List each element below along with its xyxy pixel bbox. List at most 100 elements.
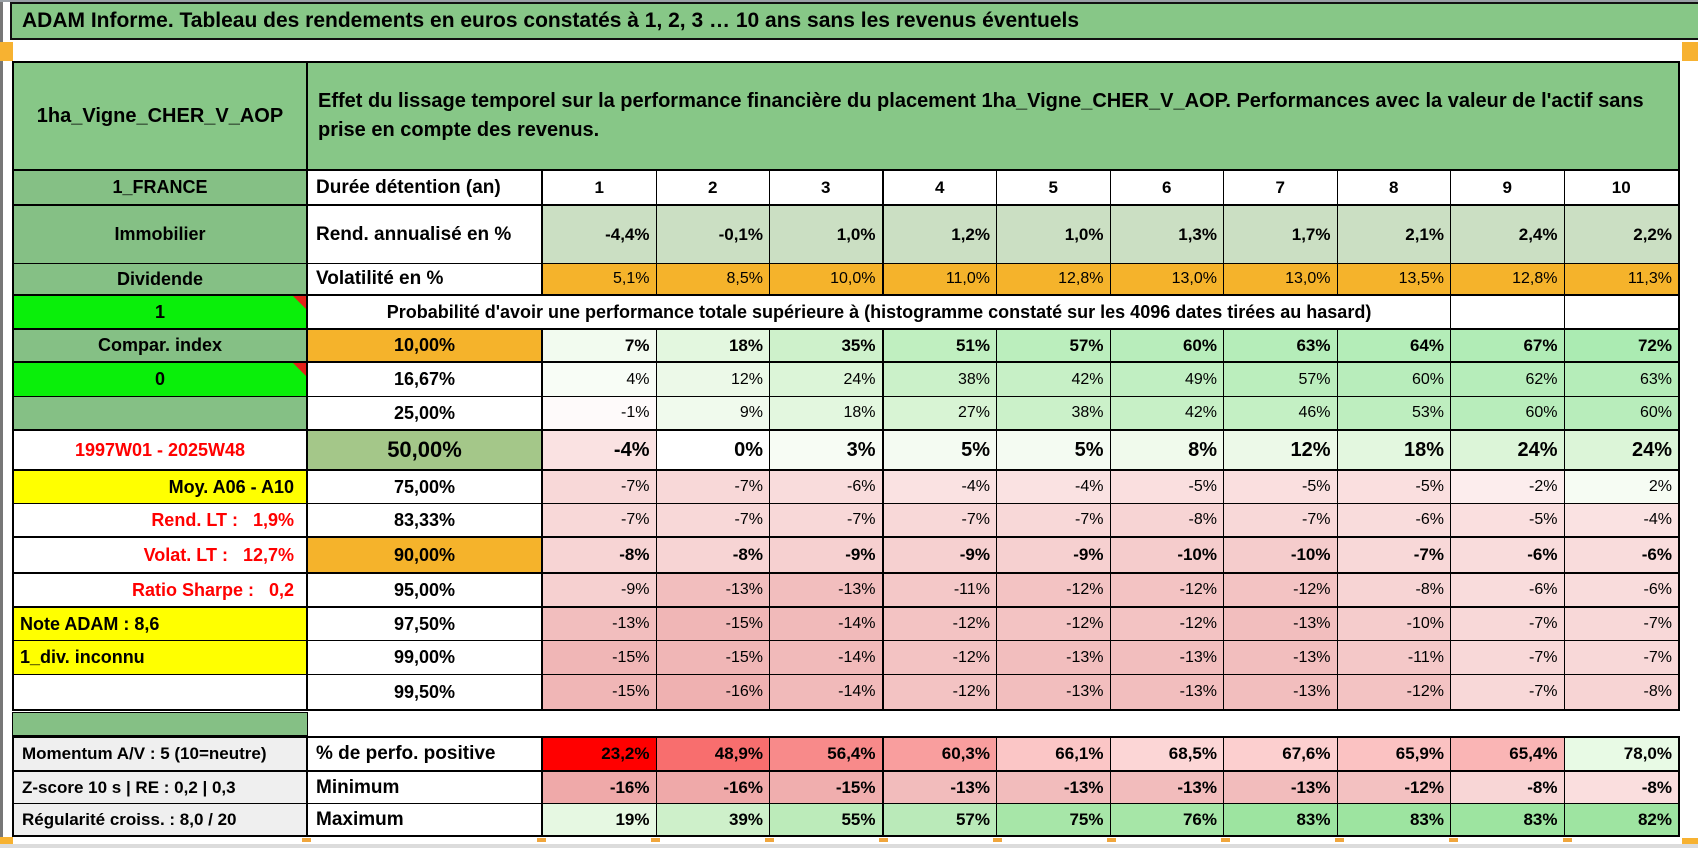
row-label-cell[interactable]: Compar. index (14, 330, 308, 363)
value-cell[interactable]: 38% (883, 363, 997, 397)
value-cell[interactable]: -10% (1224, 538, 1338, 574)
value-cell[interactable]: -12% (883, 608, 997, 641)
value-cell[interactable]: -6% (1564, 574, 1678, 608)
value-cell[interactable]: 5% (997, 431, 1111, 471)
value-cell[interactable]: 7% (543, 330, 657, 363)
row-header-cell[interactable]: 83,33% (308, 504, 543, 538)
value-cell[interactable]: 11,0% (883, 264, 997, 296)
value-cell[interactable]: -13% (543, 608, 657, 641)
value-cell[interactable]: -6% (1451, 538, 1565, 574)
value-cell[interactable]: 9% (656, 397, 770, 431)
value-cell[interactable]: 78,0% (1564, 738, 1678, 772)
value-cell[interactable]: -7% (1337, 538, 1451, 574)
value-cell[interactable]: 82% (1564, 804, 1678, 835)
value-cell[interactable]: 24% (1564, 431, 1678, 471)
value-cell[interactable]: 24% (1451, 431, 1565, 471)
value-cell[interactable]: 2,2% (1564, 206, 1678, 264)
value-cell[interactable]: 83% (1451, 804, 1565, 835)
row-label-cell[interactable]: Moy. A06 - A10 (14, 471, 308, 504)
value-cell[interactable]: 12,8% (997, 264, 1111, 296)
value-cell[interactable]: -10% (1337, 608, 1451, 641)
value-cell[interactable]: -12% (1110, 574, 1224, 608)
row-header-cell[interactable]: 99,50% (308, 675, 543, 709)
value-cell[interactable]: 2% (1564, 471, 1678, 504)
value-cell[interactable]: -7% (656, 471, 770, 504)
value-cell[interactable]: 60% (1110, 330, 1224, 363)
value-cell[interactable]: 27% (883, 397, 997, 431)
value-cell[interactable]: 83% (1224, 804, 1338, 835)
sheet-title-cell[interactable]: ADAM Informe. Tableau des rendements en … (10, 2, 1698, 40)
value-cell[interactable]: 1,0% (770, 206, 884, 264)
value-cell[interactable]: -12% (997, 574, 1111, 608)
value-cell[interactable]: -7% (543, 471, 657, 504)
value-cell[interactable]: 63% (1224, 330, 1338, 363)
value-cell[interactable]: -8% (1337, 574, 1451, 608)
value-cell[interactable]: -7% (543, 504, 657, 538)
value-cell[interactable]: 57% (883, 804, 997, 835)
value-cell[interactable]: 11,3% (1564, 264, 1678, 296)
value-cell[interactable]: -16% (656, 675, 770, 709)
row-header-cell[interactable]: 97,50% (308, 608, 543, 641)
value-cell[interactable]: 68,5% (1110, 738, 1224, 772)
row-header-cell[interactable]: Maximum (308, 804, 543, 835)
value-cell[interactable]: -8% (543, 538, 657, 574)
value-cell[interactable]: 18% (656, 330, 770, 363)
value-cell[interactable]: 18% (1337, 431, 1451, 471)
value-cell[interactable]: -13% (1224, 641, 1338, 675)
value-cell[interactable]: 10,0% (770, 264, 884, 296)
row-label-cell[interactable]: 1_div. inconnu (14, 641, 308, 675)
value-cell[interactable]: 67% (1451, 330, 1565, 363)
value-cell[interactable]: -12% (883, 675, 997, 709)
value-cell[interactable]: 4 (883, 171, 997, 206)
value-cell[interactable]: 42% (1110, 397, 1224, 431)
value-cell[interactable]: -13% (770, 574, 884, 608)
value-cell[interactable]: 2 (656, 171, 770, 206)
row-header-cell[interactable]: 10,00% (308, 330, 543, 363)
value-cell[interactable]: 9 (1451, 171, 1565, 206)
row-header-cell[interactable]: Volatilité en % (308, 264, 543, 296)
value-cell[interactable]: 66,1% (997, 738, 1111, 772)
value-cell[interactable]: 24% (770, 363, 884, 397)
value-cell[interactable]: -12% (1224, 574, 1338, 608)
value-cell[interactable]: -12% (1337, 675, 1451, 709)
row-label-cell[interactable] (14, 397, 308, 431)
value-cell[interactable]: 1,3% (1110, 206, 1224, 264)
value-cell[interactable]: 13,0% (1224, 264, 1338, 296)
row-label-cell[interactable]: Régularité croiss. : 8,0 / 20 (14, 804, 308, 835)
value-cell[interactable]: -6% (1337, 504, 1451, 538)
row-label-cell[interactable]: Note ADAM : 8,6 (14, 608, 308, 641)
value-cell[interactable]: -9% (770, 538, 884, 574)
value-cell[interactable]: 8% (1110, 431, 1224, 471)
value-cell[interactable]: 60,3% (883, 738, 997, 772)
value-cell[interactable]: 1,7% (1224, 206, 1338, 264)
value-cell[interactable]: 46% (1224, 397, 1338, 431)
value-cell[interactable]: -9% (997, 538, 1111, 574)
value-cell[interactable]: 56,4% (770, 738, 884, 772)
row-label-cell[interactable] (14, 675, 308, 709)
row-header-cell[interactable]: 99,00% (308, 641, 543, 675)
row-label-cell[interactable]: 0 (14, 363, 308, 397)
value-cell[interactable]: -13% (656, 574, 770, 608)
row-header-cell[interactable]: Minimum (308, 772, 543, 804)
value-cell[interactable]: -7% (1564, 641, 1678, 675)
value-cell[interactable]: 67,6% (1224, 738, 1338, 772)
value-cell[interactable]: 49% (1110, 363, 1224, 397)
row-header-cell[interactable]: Rend. annualisé en % (308, 206, 543, 264)
value-cell[interactable]: -4% (543, 431, 657, 471)
merged-probability-label-cell[interactable]: Probabilité d'avoir une performance tota… (308, 296, 1451, 330)
value-cell[interactable]: -7% (1451, 641, 1565, 675)
value-cell[interactable]: -6% (1451, 574, 1565, 608)
value-cell[interactable]: 76% (1110, 804, 1224, 835)
value-cell[interactable]: -8% (1564, 675, 1678, 709)
value-cell[interactable]: -13% (1110, 675, 1224, 709)
value-cell[interactable]: -0,1% (656, 206, 770, 264)
value-cell[interactable]: 39% (656, 804, 770, 835)
value-cell[interactable]: -11% (883, 574, 997, 608)
value-cell[interactable]: -13% (1224, 608, 1338, 641)
value-cell[interactable]: -4,4% (543, 206, 657, 264)
value-cell[interactable]: -7% (883, 504, 997, 538)
value-cell[interactable]: 18% (770, 397, 884, 431)
value-cell[interactable]: -12% (883, 641, 997, 675)
value-cell[interactable]: -15% (543, 675, 657, 709)
value-cell[interactable]: -5% (1224, 471, 1338, 504)
